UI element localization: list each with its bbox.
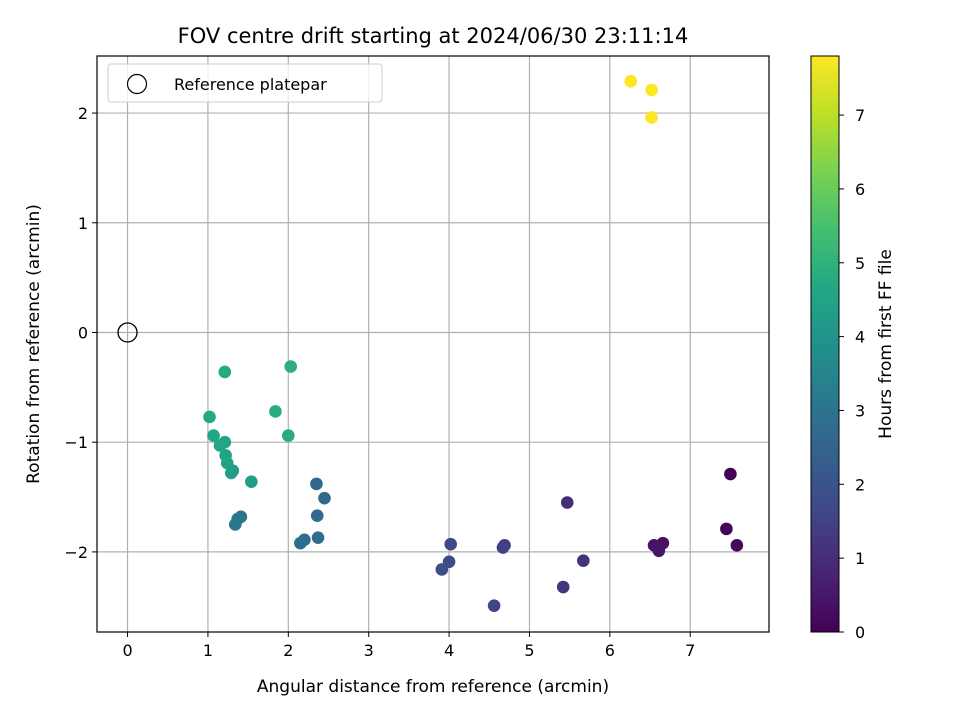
chart-title: FOV centre drift starting at 2024/06/30 … <box>178 24 689 48</box>
colorbar: 0 1 2 3 4 5 6 7 Hours from first FF file <box>810 55 896 642</box>
data-point <box>282 429 295 442</box>
reference-marker-group <box>117 322 138 343</box>
data-point <box>310 477 323 491</box>
data-point <box>228 518 242 531</box>
data-point <box>311 531 325 544</box>
colorbar-label: Hours from first FF file <box>876 249 896 439</box>
data-points <box>203 74 744 612</box>
y-tick-label: 2 <box>78 104 88 123</box>
y-tick-label: −2 <box>64 543 88 562</box>
legend: Reference platepar <box>107 63 383 103</box>
data-point <box>284 360 298 373</box>
x-tick-label: 7 <box>685 641 695 660</box>
x-tick-label: 5 <box>524 641 534 660</box>
x-tick-label: 0 <box>122 641 132 660</box>
data-point <box>310 509 324 523</box>
data-point <box>556 580 570 594</box>
colorbar-tick-label: 0 <box>855 623 865 642</box>
x-tick-label: 4 <box>444 641 454 660</box>
reference-platepar-marker <box>117 322 138 343</box>
data-point <box>624 74 638 88</box>
data-point <box>645 83 658 97</box>
colorbar-tick-label: 3 <box>855 401 865 420</box>
data-point <box>219 449 232 462</box>
data-point <box>652 544 666 558</box>
data-point <box>207 429 220 442</box>
grid-lines <box>97 56 769 632</box>
legend-marker-circle <box>126 73 148 95</box>
data-point <box>435 563 449 576</box>
y-axis-ticks: −2 −1 0 1 2 <box>64 104 97 562</box>
data-point <box>294 536 307 550</box>
data-point <box>224 466 238 480</box>
data-point <box>577 554 590 567</box>
data-point <box>496 541 510 554</box>
colorbar-tick-label: 7 <box>855 106 865 125</box>
y-axis-label: Rotation from reference (arcmin) <box>24 204 44 484</box>
x-tick-label: 1 <box>203 641 213 660</box>
colorbar-ticks: 0 1 2 3 4 5 6 7 <box>839 106 865 642</box>
data-point <box>560 496 574 509</box>
colorbar-tick-label: 2 <box>855 475 865 494</box>
data-point <box>720 522 733 536</box>
y-tick-label: 0 <box>78 323 88 342</box>
colorbar-tick-label: 6 <box>855 180 865 199</box>
data-point <box>487 599 501 612</box>
y-tick-label: −1 <box>64 433 88 452</box>
x-tick-label: 6 <box>605 641 615 660</box>
data-point <box>730 539 744 552</box>
x-tick-label: 2 <box>283 641 293 660</box>
data-point <box>724 467 737 481</box>
data-point <box>444 537 457 551</box>
colorbar-tick-label: 5 <box>855 254 865 273</box>
data-point <box>318 491 331 505</box>
legend-box <box>107 63 383 103</box>
x-axis-label: Angular distance from reference (arcmin) <box>257 677 609 697</box>
colorbar-tick-label: 4 <box>855 328 865 347</box>
y-tick-label: 1 <box>78 214 88 233</box>
legend-entry-reference-platepar: Reference platepar <box>174 75 327 94</box>
data-point <box>645 111 658 124</box>
plot-frame <box>96 55 770 633</box>
colorbar-tick-label: 1 <box>855 549 865 568</box>
data-point <box>218 365 232 379</box>
x-axis-ticks: 0 1 2 3 4 5 6 7 <box>122 632 695 660</box>
x-tick-label: 3 <box>364 641 374 660</box>
data-point <box>213 439 227 452</box>
colorbar-strip <box>810 55 840 633</box>
data-point <box>269 405 282 418</box>
data-point <box>245 475 258 488</box>
data-point <box>203 410 216 424</box>
